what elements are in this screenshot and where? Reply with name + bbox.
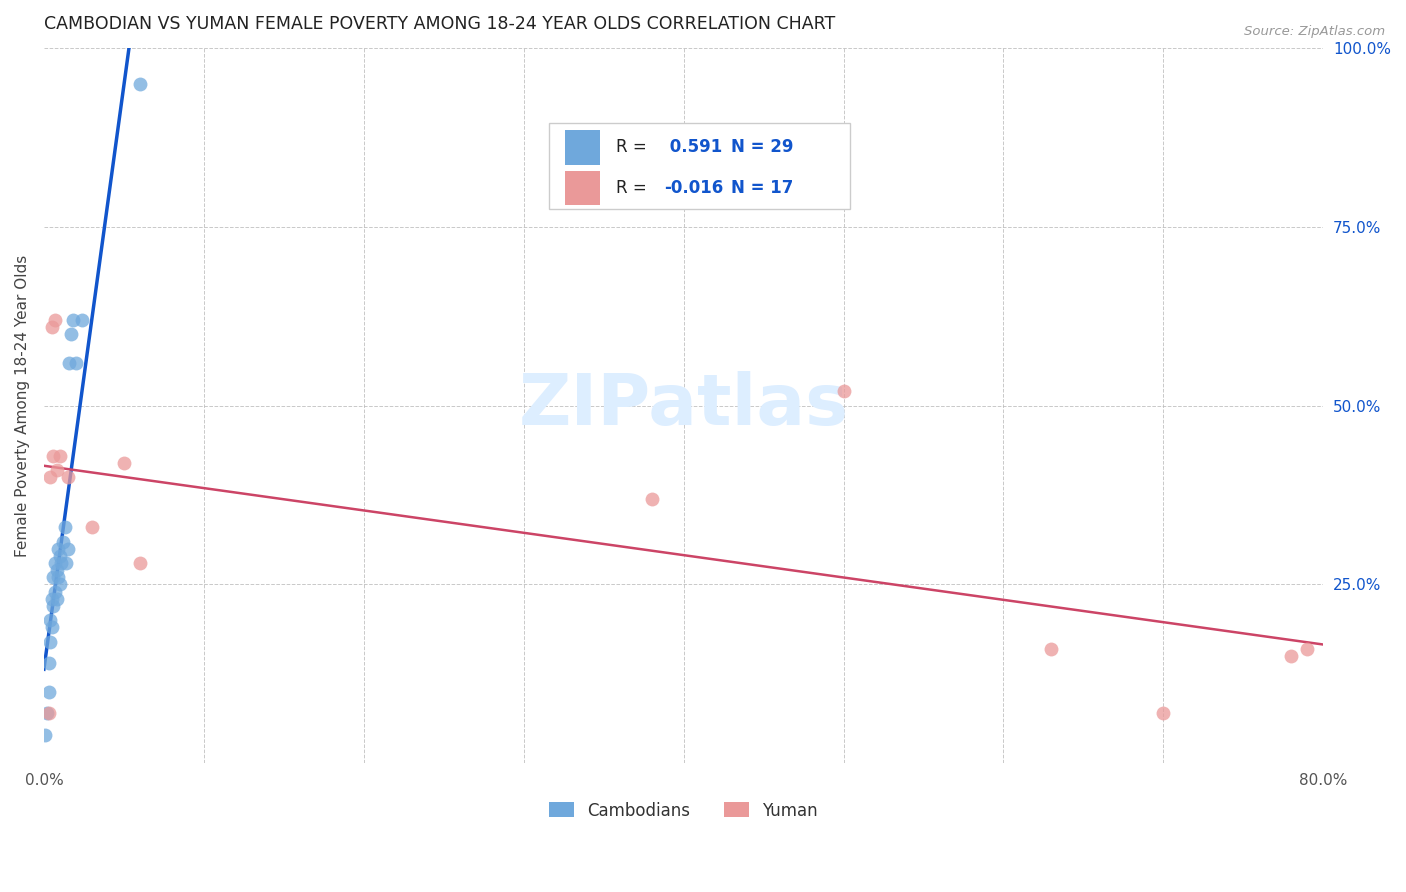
Point [44,556,66,570]
Point [51,556,73,570]
Y-axis label: Female Poverty Among 18-24 Year Olds: Female Poverty Among 18-24 Year Olds [15,254,30,557]
Point [72,313,94,327]
Point [49,577,72,591]
Point [112,456,135,470]
Point [46,570,69,584]
Point [42,449,65,463]
Text: R =: R = [616,178,652,197]
Point [46,541,69,556]
Point [65,356,87,370]
Point [1279,648,1302,663]
Point [41,320,63,334]
Point [45,563,67,577]
Point [52,534,75,549]
Point [34,727,56,741]
Point [56,541,79,556]
Point [39,613,62,627]
Text: 0.591: 0.591 [665,138,723,156]
FancyBboxPatch shape [550,123,849,210]
Point [1152,706,1174,720]
Point [53,520,76,534]
Point [80,520,103,534]
Text: N = 17: N = 17 [731,178,793,197]
Point [41,620,63,634]
Point [44,313,66,327]
Point [60,327,83,342]
Point [49,549,72,563]
Point [42,570,65,584]
Point [38,706,60,720]
Point [45,591,67,606]
Point [58,356,80,370]
Point [62,313,84,327]
Point [832,384,855,399]
Point [35,706,58,720]
Point [55,556,77,570]
Text: Source: ZipAtlas.com: Source: ZipAtlas.com [1244,25,1385,38]
Point [1040,641,1063,656]
Point [38,684,60,698]
Point [128,77,150,91]
Bar [565,170,600,205]
Point [49,449,72,463]
Point [39,470,62,484]
Point [38,656,60,670]
Point [1296,641,1319,656]
Legend: Cambodians, Yuman: Cambodians, Yuman [543,795,824,826]
Point [41,591,63,606]
Bar [565,130,600,165]
Text: R =: R = [616,138,652,156]
Point [640,491,662,506]
Text: -0.016: -0.016 [665,178,724,197]
Point [56,470,79,484]
Text: ZIPatlas: ZIPatlas [519,371,849,441]
Point [42,599,65,613]
Text: CAMBODIAN VS YUMAN FEMALE POVERTY AMONG 18-24 YEAR OLDS CORRELATION CHART: CAMBODIAN VS YUMAN FEMALE POVERTY AMONG … [44,15,835,33]
Point [39,634,62,648]
Text: N = 29: N = 29 [731,138,793,156]
Point [44,584,66,599]
Point [128,556,150,570]
Point [45,463,67,477]
